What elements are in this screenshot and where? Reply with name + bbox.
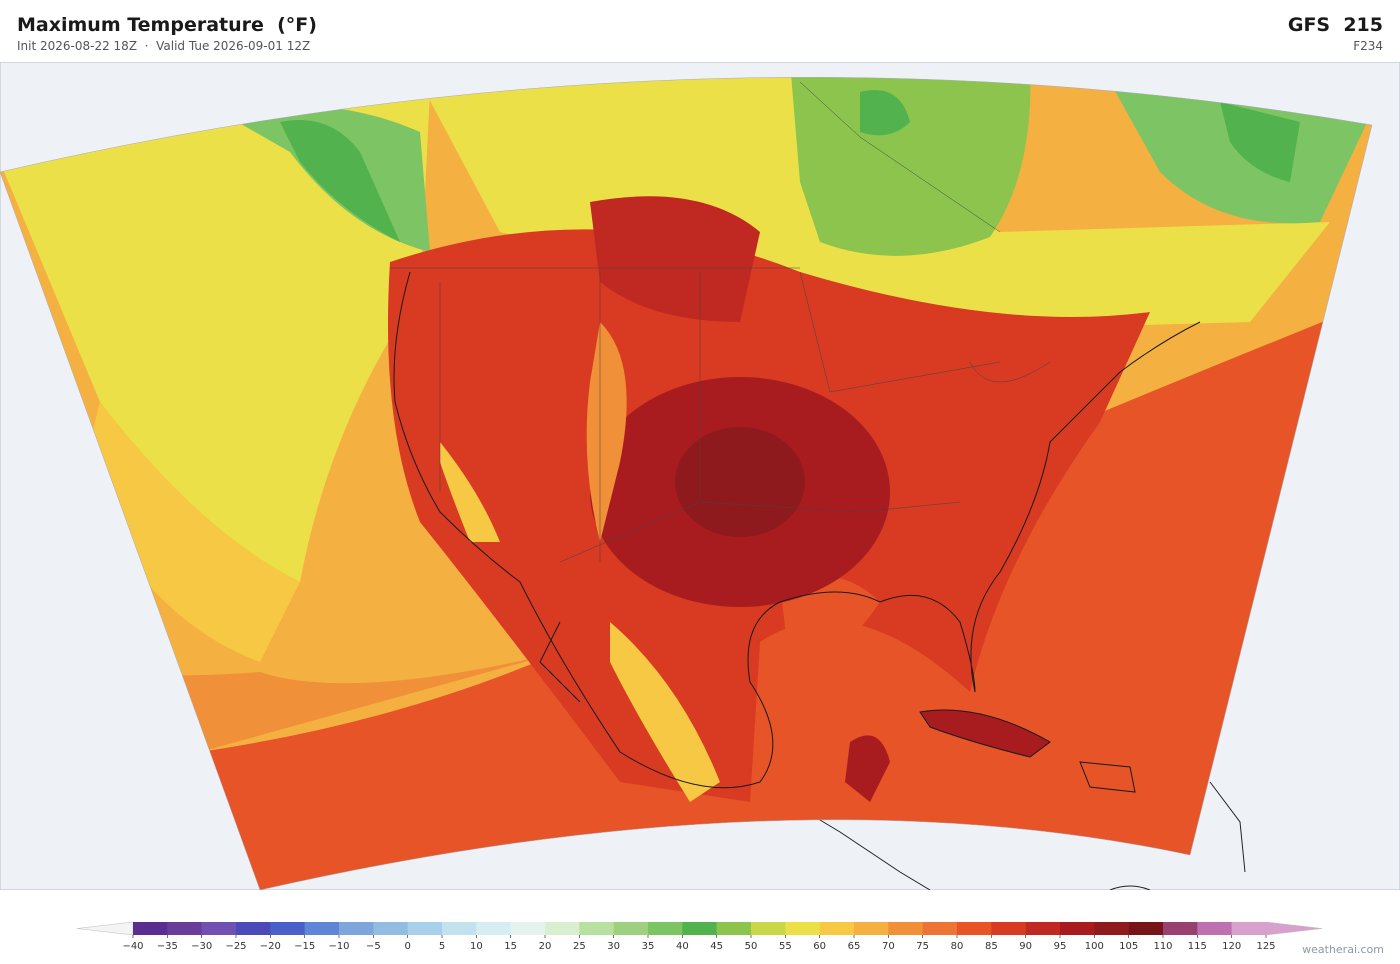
colorbar-tick-label: 110 <box>1153 941 1172 952</box>
colorbar-tick-label: 50 <box>745 941 758 952</box>
colorbar-tick-label: 70 <box>882 941 895 952</box>
field-fill <box>920 710 1050 757</box>
colorbar-bin <box>510 922 546 935</box>
colorbar-bin <box>339 922 374 935</box>
colorbar-bin <box>682 922 717 935</box>
colorbar-tick-label: 20 <box>539 941 552 952</box>
field-fill <box>1220 102 1300 182</box>
colorbar-bin <box>1231 922 1267 935</box>
colorbar-tick-label: −40 <box>122 941 143 952</box>
colorbar-tick-label: 10 <box>470 941 483 952</box>
colorbar-tick-label: −25 <box>225 941 246 952</box>
map <box>0 62 1400 890</box>
colorbar-tick-label: 55 <box>779 941 792 952</box>
borders <box>390 81 1051 563</box>
field-fill <box>780 575 880 672</box>
colorbar-tick-label: 105 <box>1119 941 1138 952</box>
colorbar-bin <box>648 922 683 935</box>
colorbar-bin <box>888 922 923 935</box>
colorbar-bin <box>1060 922 1095 935</box>
field-fill <box>860 90 910 136</box>
colorbar-tick-label: 95 <box>1054 941 1067 952</box>
colorbar-tick-label: 40 <box>676 941 689 952</box>
colorbar-tick-label: 30 <box>607 941 620 952</box>
coastline <box>789 781 1246 890</box>
colorbar-tick-label: 25 <box>573 941 586 952</box>
colorbar-over <box>1265 921 1323 936</box>
field-fill <box>675 427 805 537</box>
colorbar-bin <box>1128 922 1164 935</box>
field-fill <box>80 402 300 662</box>
colorbar-bin <box>236 922 271 935</box>
colorbar-tick-label: 85 <box>985 941 998 952</box>
colorbar-bin <box>957 922 992 935</box>
colorbar: −40 −35 −30 −25 −20 −15 −10 −5 0 5 10 15 20 25 30 35 40 4… <box>76 921 1323 952</box>
model-name: GFS 215 <box>1287 14 1383 36</box>
colorbar-bin <box>442 922 477 935</box>
colorbar-bin <box>716 922 752 935</box>
colorbar-bin <box>751 922 786 935</box>
colorbar-tick-label: 45 <box>710 941 723 952</box>
colorbar-tick-label: 100 <box>1085 941 1104 952</box>
colorbar-tick-label: 5 <box>439 941 445 952</box>
colorbar-bin <box>613 922 649 935</box>
coastline <box>393 271 1201 789</box>
colorbar-bin <box>991 922 1026 935</box>
credit: weatherai.com <box>1302 943 1384 956</box>
colorbar-bin <box>270 922 305 935</box>
colorbar-bin <box>373 922 408 935</box>
colorbar-tick-label: 0 <box>404 941 410 952</box>
domain-edge <box>0 77 1373 890</box>
colorbar-tick-label: 35 <box>642 941 655 952</box>
field-fill <box>610 622 720 802</box>
colorbar-bin <box>201 922 237 935</box>
colorbar-tick-label: −10 <box>328 941 349 952</box>
field-fill <box>845 735 890 802</box>
temperature-field <box>0 77 1372 890</box>
field-fill <box>586 322 627 542</box>
colorbar-bin <box>1197 922 1232 935</box>
field-fill <box>590 196 760 322</box>
colorbar-tick-label: 115 <box>1188 941 1207 952</box>
colorbar-bin <box>1163 922 1198 935</box>
map-title: Maximum Temperature (°F) <box>17 14 317 36</box>
colorbar-tick-label: 80 <box>951 941 964 952</box>
colorbar-bin <box>819 922 855 935</box>
colorbar-bin <box>922 922 958 935</box>
run-info: Init 2026-08-22 18Z · Valid Tue 2026-09-… <box>17 39 311 53</box>
colorbar-under <box>76 921 134 936</box>
colorbar-tick-label: 120 <box>1222 941 1241 952</box>
colorbar-tick-label: −35 <box>157 941 178 952</box>
colorbar-tick-label: −30 <box>191 941 212 952</box>
colorbar-bin <box>304 922 340 935</box>
colorbar-tick-label: 60 <box>813 941 826 952</box>
field-fill <box>790 77 1031 256</box>
colorbar-bin <box>476 922 511 935</box>
colorbar-bin <box>854 922 889 935</box>
colorbar-tick-label: 90 <box>1019 941 1032 952</box>
colorbar-bin <box>545 922 580 935</box>
colorbar-tick-label: 15 <box>504 941 517 952</box>
colorbar-bin <box>1094 922 1129 935</box>
colorbar-tick-label: 65 <box>848 941 861 952</box>
colorbar-bin <box>1025 922 1061 935</box>
colorbar-tick-label: −5 <box>366 941 381 952</box>
colorbar-bin <box>785 922 820 935</box>
forecast-hour: F234 <box>1353 39 1383 53</box>
colorbar-bin <box>579 922 614 935</box>
colorbar-bin <box>407 922 443 935</box>
colorbar-tick-label: 125 <box>1256 941 1275 952</box>
coastline <box>919 709 1136 793</box>
field-fill <box>280 120 400 242</box>
colorbar-tick-label: 75 <box>916 941 929 952</box>
colorbar-tick-label: −15 <box>294 941 315 952</box>
colorbar-tick-label: −20 <box>260 941 281 952</box>
field-fill <box>440 442 500 542</box>
colorbar-bin <box>167 922 202 935</box>
field-fill <box>0 92 430 582</box>
colorbar-bin <box>133 922 168 935</box>
